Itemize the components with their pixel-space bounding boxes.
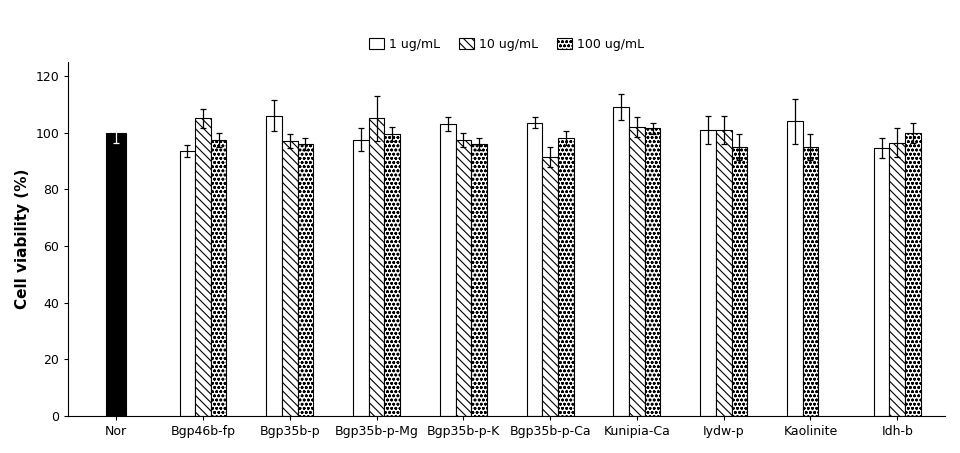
Bar [180, 151, 195, 416]
Bar [613, 107, 629, 416]
Bar [527, 123, 542, 416]
Y-axis label: Cell viability (%): Cell viability (%) [15, 169, 30, 309]
Legend: 1 ug/mL, 10 ug/mL, 100 ug/mL: 1 ug/mL, 10 ug/mL, 100 ug/mL [364, 33, 649, 56]
Bar [874, 148, 890, 416]
Bar [890, 143, 905, 416]
Bar [558, 138, 573, 416]
Bar [905, 133, 921, 416]
Bar [353, 140, 369, 416]
Bar [384, 134, 400, 416]
Bar [211, 140, 227, 416]
Bar [787, 121, 803, 416]
Bar [266, 116, 282, 416]
Bar [456, 140, 471, 416]
Bar [700, 130, 716, 416]
Bar [471, 144, 487, 416]
Bar [282, 141, 298, 416]
Bar [440, 124, 456, 416]
Bar [732, 147, 747, 416]
Bar [716, 130, 732, 416]
Bar [369, 118, 384, 416]
Bar [645, 128, 660, 416]
Bar [803, 147, 818, 416]
Bar [629, 127, 645, 416]
Bar [106, 133, 127, 416]
Bar [542, 157, 558, 416]
Bar [298, 144, 313, 416]
Bar [195, 118, 211, 416]
